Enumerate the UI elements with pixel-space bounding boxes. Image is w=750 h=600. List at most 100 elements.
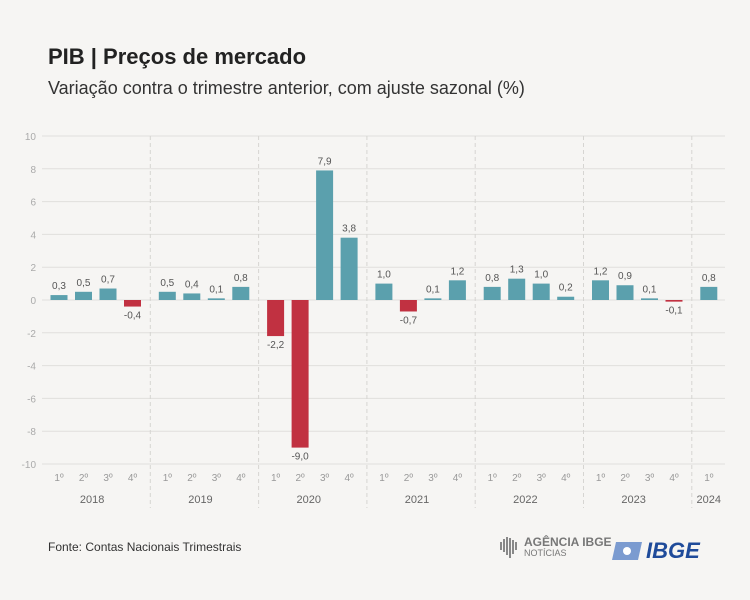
quarter-label: 2º — [404, 473, 414, 484]
y-tick-label: -2 — [27, 329, 36, 340]
bar — [50, 295, 68, 300]
ibge-logo-text: IBGE — [646, 538, 700, 563]
quarter-label: 3º — [428, 473, 438, 484]
chart-subtitle: Variação contra o trimestre anterior, co… — [48, 78, 525, 98]
data-label: 0,5 — [77, 278, 91, 289]
year-label: 2021 — [405, 494, 429, 506]
quarter-label: 3º — [537, 473, 547, 484]
data-label: 0,7 — [101, 275, 115, 286]
quarter-label: 1º — [54, 473, 64, 484]
bar — [399, 300, 417, 312]
data-label: 0,8 — [702, 273, 716, 284]
bar — [375, 283, 393, 300]
data-label: 0,1 — [209, 284, 223, 295]
bar — [483, 286, 501, 300]
data-label: -2,2 — [267, 340, 285, 351]
year-label: 2022 — [513, 494, 537, 506]
y-tick-label: 4 — [30, 230, 36, 241]
bar — [641, 298, 658, 300]
y-tick-label: -8 — [27, 427, 36, 438]
data-label: 0,9 — [618, 271, 632, 282]
data-label: 0,2 — [559, 283, 573, 294]
quarter-label: 2º — [79, 473, 89, 484]
quarter-label: 2º — [620, 473, 630, 484]
data-label: 0,8 — [234, 273, 248, 284]
data-label: 1,2 — [450, 266, 464, 277]
quarter-label: 2º — [295, 473, 305, 484]
bar — [124, 300, 141, 307]
quarter-label: 4º — [236, 473, 246, 484]
year-label: 2023 — [621, 494, 645, 506]
bar — [232, 286, 250, 300]
bar — [291, 300, 309, 448]
quarter-label: 1º — [488, 473, 498, 484]
data-label: 0,3 — [52, 281, 66, 292]
bar — [99, 288, 117, 300]
quarter-label: 3º — [320, 473, 330, 484]
quarter-label: 1º — [704, 473, 714, 484]
quarter-label: 3º — [103, 473, 113, 484]
data-label: 1,3 — [510, 265, 524, 276]
agencia-ibge-logo: AGÊNCIA IBGE NOTÍCIAS — [498, 536, 612, 558]
y-tick-label: -6 — [27, 394, 36, 405]
ibge-emblem-icon — [612, 542, 642, 560]
year-label: 2018 — [80, 494, 104, 506]
y-tick-label: 2 — [30, 263, 36, 274]
data-label: 0,8 — [485, 273, 499, 284]
data-label: 0,1 — [643, 284, 657, 295]
bar — [183, 293, 201, 300]
data-label: -0,4 — [124, 311, 142, 322]
bar — [508, 278, 526, 300]
data-label: 0,5 — [160, 278, 174, 289]
data-label: 3,8 — [342, 224, 356, 235]
year-label: 2019 — [188, 494, 212, 506]
y-tick-label: 8 — [30, 165, 36, 176]
bar — [665, 300, 683, 302]
data-label: 1,2 — [594, 266, 608, 277]
quarter-label: 1º — [596, 473, 606, 484]
bar — [616, 285, 634, 300]
year-label: 2024 — [697, 494, 721, 506]
quarter-label: 4º — [453, 473, 463, 484]
bar — [448, 280, 466, 300]
quarter-label: 4º — [561, 473, 571, 484]
ibge-logo: IBGE — [612, 538, 700, 564]
quarter-label: 3º — [212, 473, 222, 484]
quarter-label: 4º — [128, 473, 138, 484]
bar — [557, 296, 575, 300]
bar — [424, 298, 442, 300]
data-label: -0,1 — [665, 306, 683, 317]
quarter-label: 4º — [344, 473, 354, 484]
quarter-label: 1º — [271, 473, 281, 484]
quarter-label: 2º — [512, 473, 522, 484]
year-label: 2020 — [297, 494, 321, 506]
quarter-label: 4º — [669, 473, 679, 484]
data-label: 0,4 — [185, 279, 199, 290]
agencia-line1: AGÊNCIA IBGE — [524, 535, 612, 549]
data-label: 7,9 — [318, 156, 332, 167]
quarter-label: 3º — [645, 473, 655, 484]
y-tick-label: -10 — [22, 460, 37, 471]
data-label: -0,7 — [400, 315, 418, 326]
agencia-map-icon — [500, 537, 517, 558]
source-note: Fonte: Contas Nacionais Trimestrais — [48, 540, 242, 554]
quarter-label: 2º — [187, 473, 197, 484]
bar — [75, 291, 92, 300]
data-label: -9,0 — [291, 452, 309, 463]
data-label: 1,0 — [534, 270, 548, 281]
bar — [316, 170, 334, 300]
quarter-label: 1º — [379, 473, 389, 484]
bar — [267, 300, 285, 337]
bar — [158, 291, 176, 300]
bar — [532, 283, 550, 300]
y-tick-label: 10 — [25, 132, 37, 143]
chart-title: PIB | Preços de mercado — [48, 44, 307, 69]
bar — [700, 286, 718, 300]
data-label: 0,1 — [426, 284, 440, 295]
bar — [340, 237, 358, 300]
agencia-line2: NOTÍCIAS — [524, 548, 567, 558]
quarter-label: 1º — [163, 473, 173, 484]
y-tick-label: -4 — [27, 362, 36, 373]
data-label: 1,0 — [377, 270, 391, 281]
